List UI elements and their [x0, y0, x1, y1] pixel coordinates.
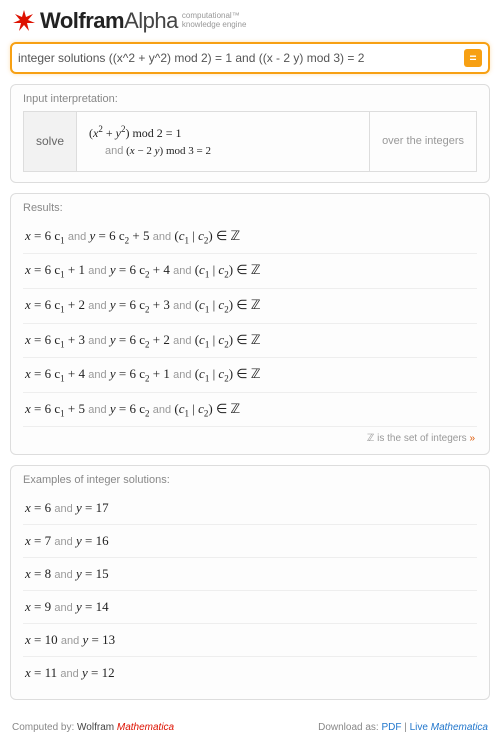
- result-row: x = 6 c1 + 5 and y = 6 c2 and (c1 | c2) …: [23, 393, 477, 428]
- live-mathematica-link[interactable]: Live Mathematica: [410, 722, 488, 733]
- interpretation-math: (x2 + y2) mod 2 = 1 and (x − 2 y) mod 3 …: [77, 112, 370, 171]
- results-content: Input interpretation: solve (x2 + y2) mo…: [0, 84, 500, 718]
- result-row: x = 6 c1 and y = 6 c2 + 5 and (c1 | c2) …: [23, 220, 477, 255]
- header: WolframAlpha computational™ knowledge en…: [0, 0, 500, 38]
- pod-title: Input interpretation:: [11, 85, 489, 111]
- result-row: x = 6 c1 + 2 and y = 6 c2 + 3 and (c1 | …: [23, 289, 477, 324]
- interpretation-table: solve (x2 + y2) mod 2 = 1 and (x − 2 y) …: [23, 111, 477, 172]
- brand-name: WolframAlpha: [40, 8, 178, 34]
- example-row: x = 9 and y = 14: [23, 591, 477, 624]
- footer: Computed by: Wolfram Mathematica Downloa…: [0, 718, 500, 743]
- brand-tagline: computational™ knowledge engine: [182, 12, 247, 30]
- search-bar: [10, 42, 490, 74]
- result-row: x = 6 c1 + 4 and y = 6 c2 + 1 and (c1 | …: [23, 358, 477, 393]
- example-row: x = 6 and y = 17: [23, 492, 477, 525]
- solve-label: solve: [24, 112, 77, 171]
- pod-title: Examples of integer solutions:: [11, 466, 489, 492]
- download-links: Download as: PDF | Live Mathematica: [318, 722, 488, 733]
- pod-examples: Examples of integer solutions: x = 6 and…: [10, 465, 490, 700]
- wolfram-logo-icon: [12, 9, 36, 33]
- pod-results: Results: x = 6 c1 and y = 6 c2 + 5 and (…: [10, 193, 490, 456]
- submit-button[interactable]: [464, 49, 482, 67]
- example-row: x = 11 and y = 12: [23, 657, 477, 689]
- pod-input-interpretation: Input interpretation: solve (x2 + y2) mo…: [10, 84, 490, 183]
- query-input[interactable]: [18, 51, 464, 65]
- result-row: x = 6 c1 + 3 and y = 6 c2 + 2 and (c1 | …: [23, 324, 477, 359]
- example-row: x = 7 and y = 16: [23, 525, 477, 558]
- computed-by: Computed by: Wolfram Mathematica: [12, 722, 174, 733]
- pod-title: Results:: [11, 194, 489, 220]
- integers-note[interactable]: ℤ is the set of integers »: [23, 427, 477, 444]
- example-row: x = 8 and y = 15: [23, 558, 477, 591]
- over-integers-label: over the integers: [370, 112, 476, 171]
- result-row: x = 6 c1 + 1 and y = 6 c2 + 4 and (c1 | …: [23, 254, 477, 289]
- download-pdf-link[interactable]: PDF: [381, 722, 401, 733]
